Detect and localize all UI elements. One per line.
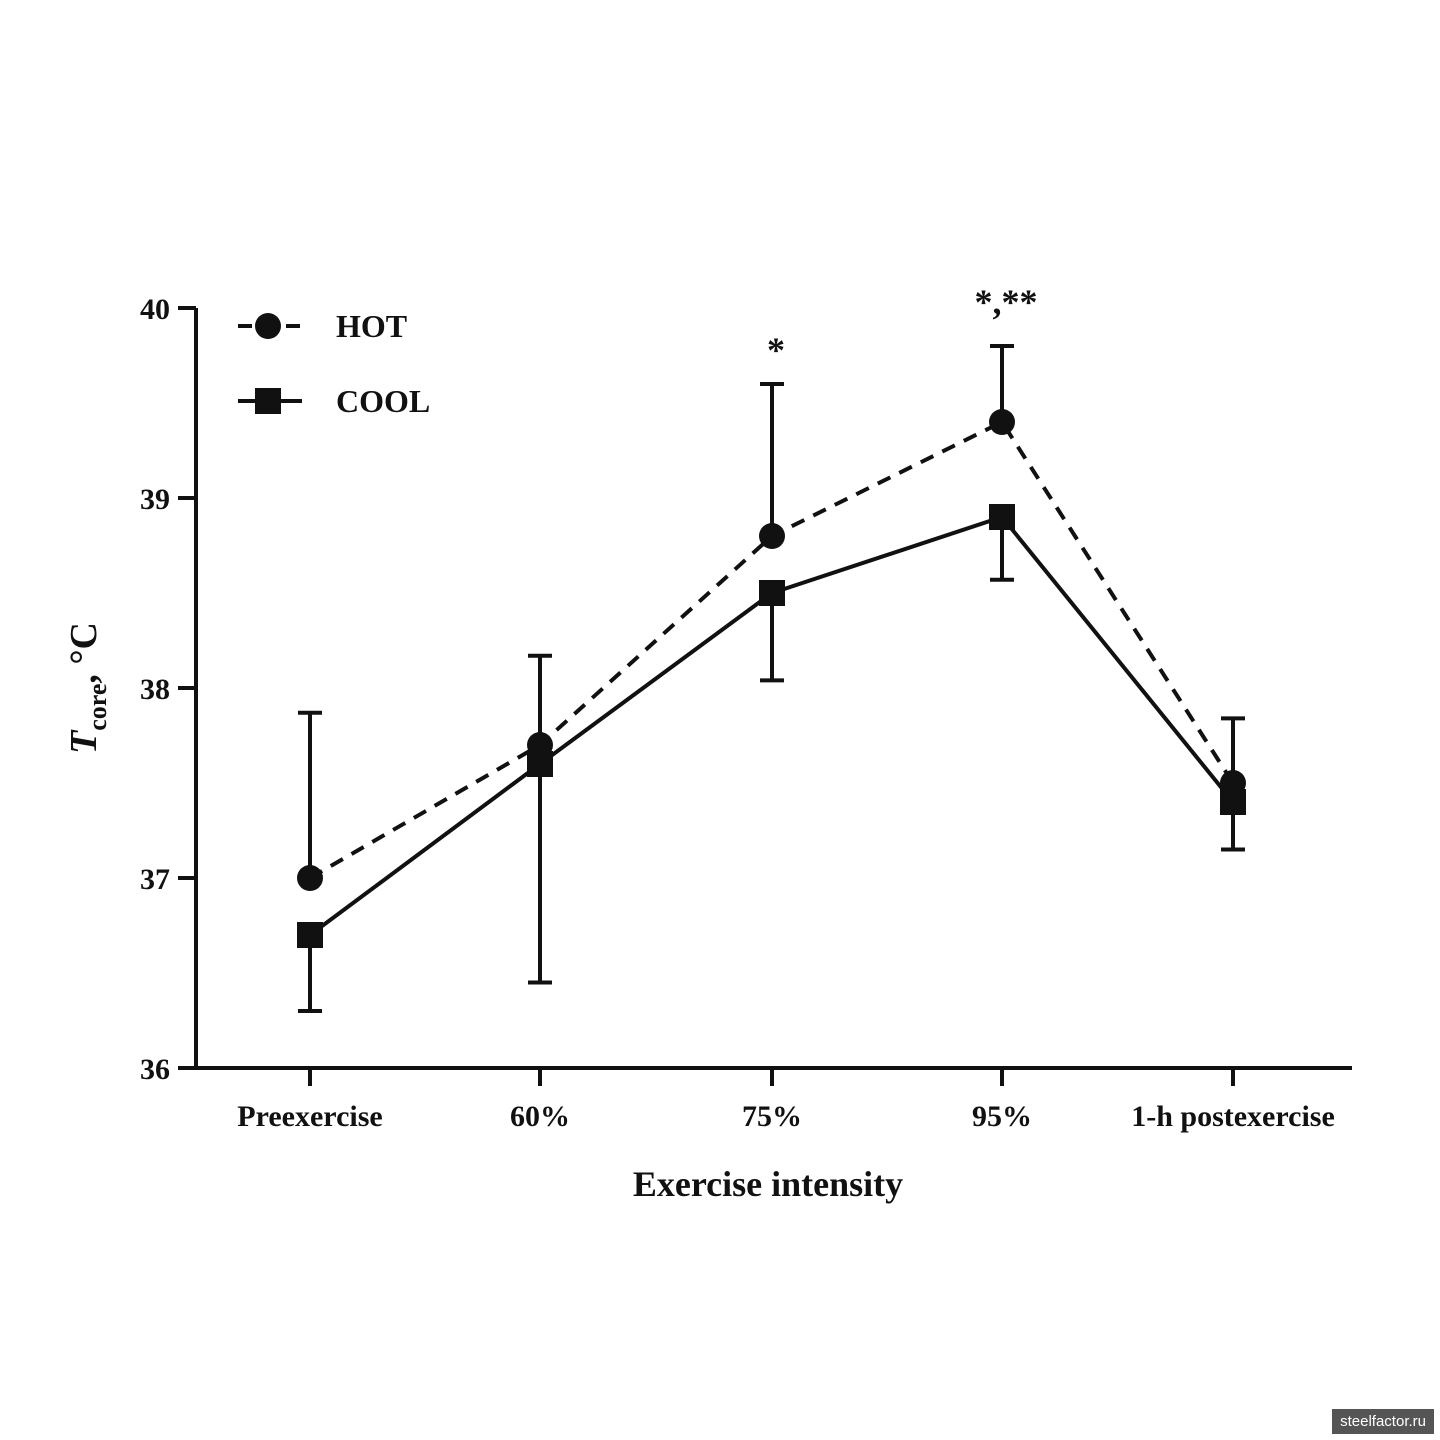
x-ticks: Preexercise 60% 75% 95% 1-h postexercise <box>237 1068 1335 1133</box>
legend: HOT COOL <box>238 308 430 419</box>
svg-text:Tcore, °C: Tcore, °C <box>63 622 112 754</box>
x-tick-label: Preexercise <box>237 1100 382 1133</box>
x-tick-label: 95% <box>972 1100 1032 1133</box>
y-axis-label-unit: , °C <box>63 622 105 684</box>
legend-label-cool: COOL <box>336 383 430 419</box>
watermark: steelfactor.ru <box>1332 1409 1434 1434</box>
point-hot <box>759 523 785 549</box>
y-tick-label: 37 <box>140 863 170 896</box>
y-axis-label-main: T <box>63 729 105 754</box>
y-tick-label: 38 <box>140 673 170 706</box>
legend-marker-hot <box>255 313 281 339</box>
y-tick-label: 36 <box>140 1053 170 1086</box>
y-axis-label-group: Tcore, °C <box>63 622 112 754</box>
y-tick-label: 39 <box>140 483 170 516</box>
point-cool <box>989 504 1015 530</box>
y-axis-label-sub: core <box>83 684 112 731</box>
point-cool <box>1220 789 1246 815</box>
significance-annotation: *,** <box>975 282 1038 322</box>
x-axis-label: Exercise intensity <box>633 1164 903 1204</box>
point-cool <box>297 922 323 948</box>
y-ticks: 36 37 38 39 40 <box>140 293 196 1086</box>
point-cool <box>759 580 785 606</box>
point-cool <box>527 751 553 777</box>
series-line-cool <box>308 514 1235 937</box>
legend-label-hot: HOT <box>336 308 407 344</box>
legend-marker-cool <box>255 388 281 414</box>
point-hot <box>297 865 323 891</box>
annotations: * *,** <box>767 282 1038 370</box>
significance-annotation: * <box>767 330 785 370</box>
x-tick-label: 60% <box>510 1100 570 1133</box>
series-markers <box>297 409 1246 948</box>
y-tick-label: 40 <box>140 293 170 326</box>
x-tick-label: 75% <box>742 1100 802 1133</box>
point-hot <box>989 409 1015 435</box>
x-tick-label: 1-h postexercise <box>1131 1100 1335 1133</box>
error-bars <box>298 344 1245 1013</box>
